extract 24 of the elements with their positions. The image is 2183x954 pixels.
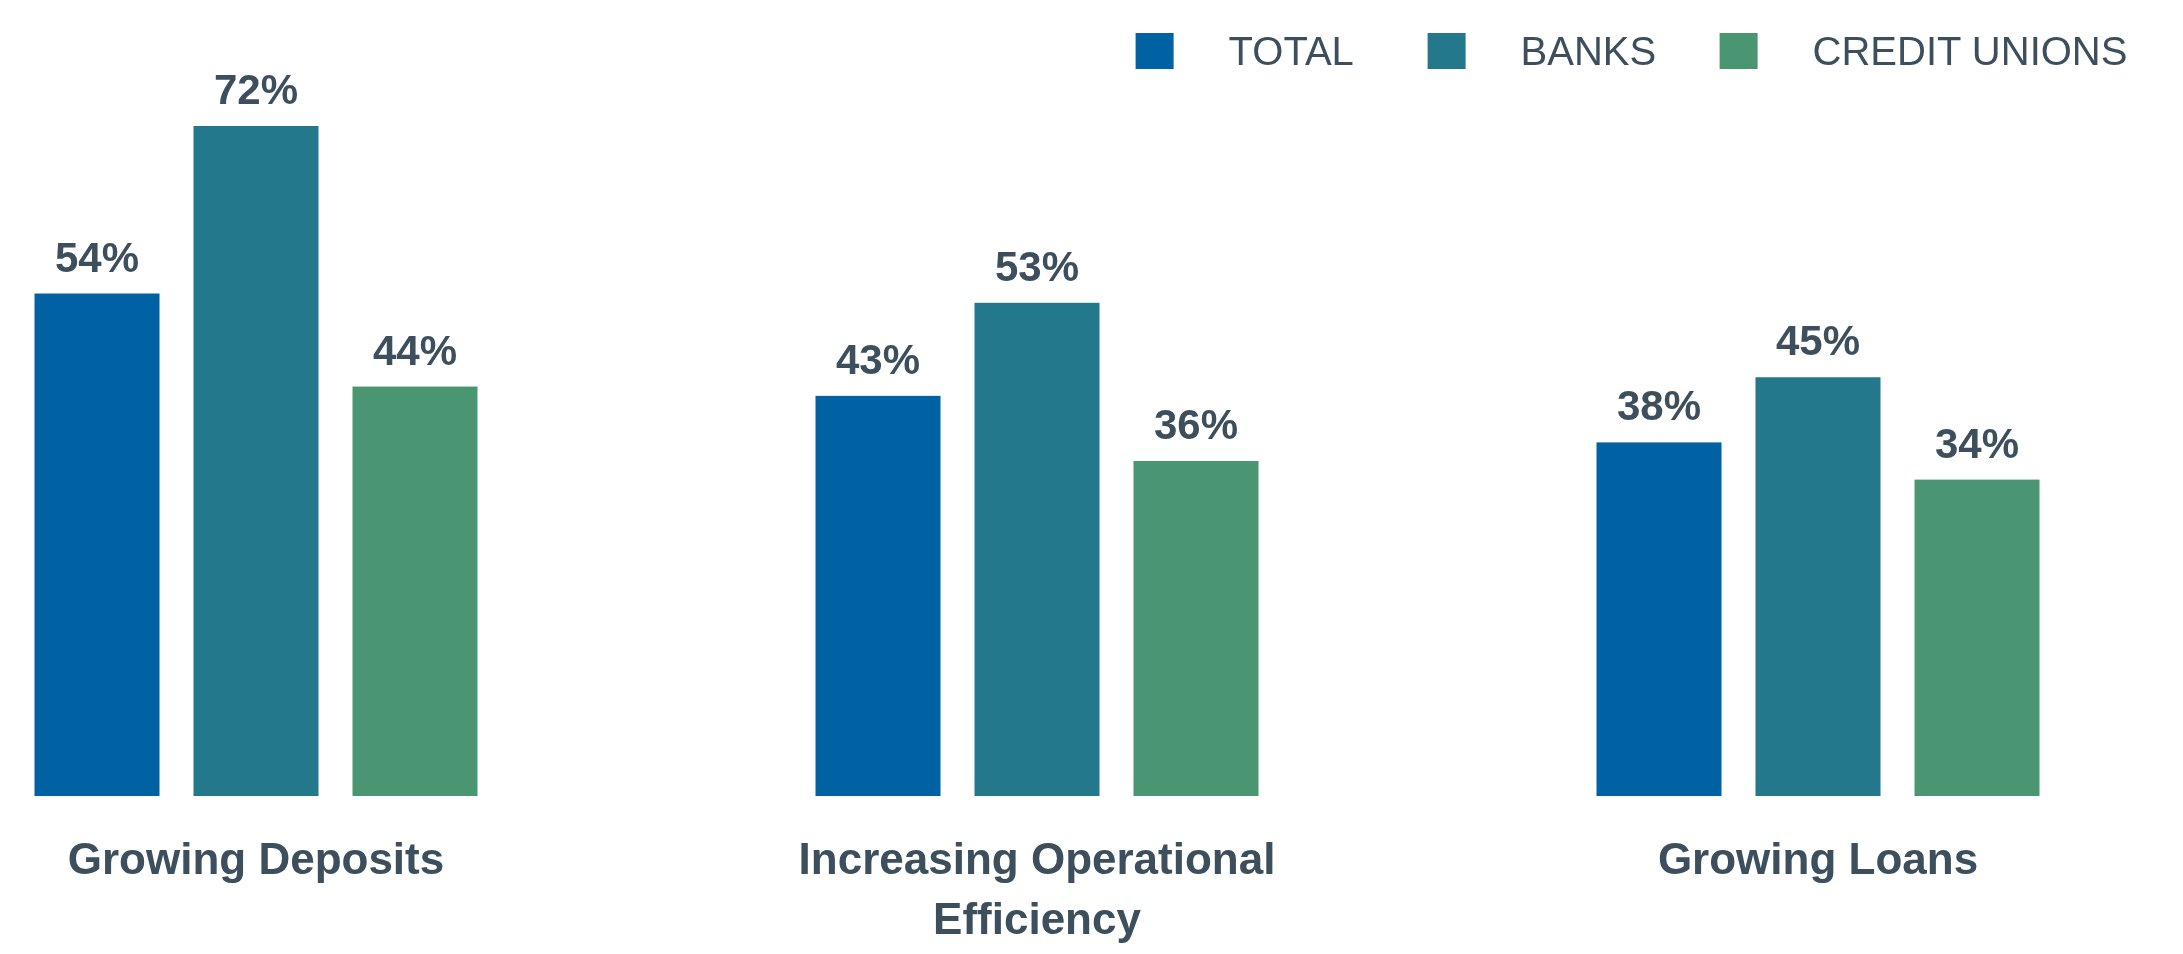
bar <box>352 386 478 796</box>
data-label: 38% <box>1616 382 1702 430</box>
data-label: 54% <box>54 233 140 281</box>
data-label: 45% <box>1775 317 1861 365</box>
bar <box>815 395 941 796</box>
data-label: 43% <box>835 335 921 383</box>
legend-label: BANKS <box>1520 29 1657 73</box>
bar <box>1755 377 1881 796</box>
bar <box>974 302 1100 796</box>
data-label: 36% <box>1153 401 1239 448</box>
data-label: 34% <box>1934 419 2020 467</box>
bar <box>1596 442 1722 796</box>
bar <box>34 293 160 796</box>
bar <box>1133 461 1259 796</box>
data-label: 44% <box>372 326 458 374</box>
data-label: 72% <box>213 66 299 113</box>
x-tick-label: Increasing Operational Efficiency <box>798 834 1276 943</box>
legend-label: CREDIT UNIONS <box>1812 29 2128 73</box>
x-tick-label: Growing Deposits <box>67 834 445 883</box>
legend-label: TOTAL <box>1228 29 1354 73</box>
data-label: 53% <box>994 242 1080 290</box>
bar <box>1914 479 2040 796</box>
x-tick-label: Growing Loans <box>1657 834 1979 883</box>
bar <box>193 126 319 796</box>
